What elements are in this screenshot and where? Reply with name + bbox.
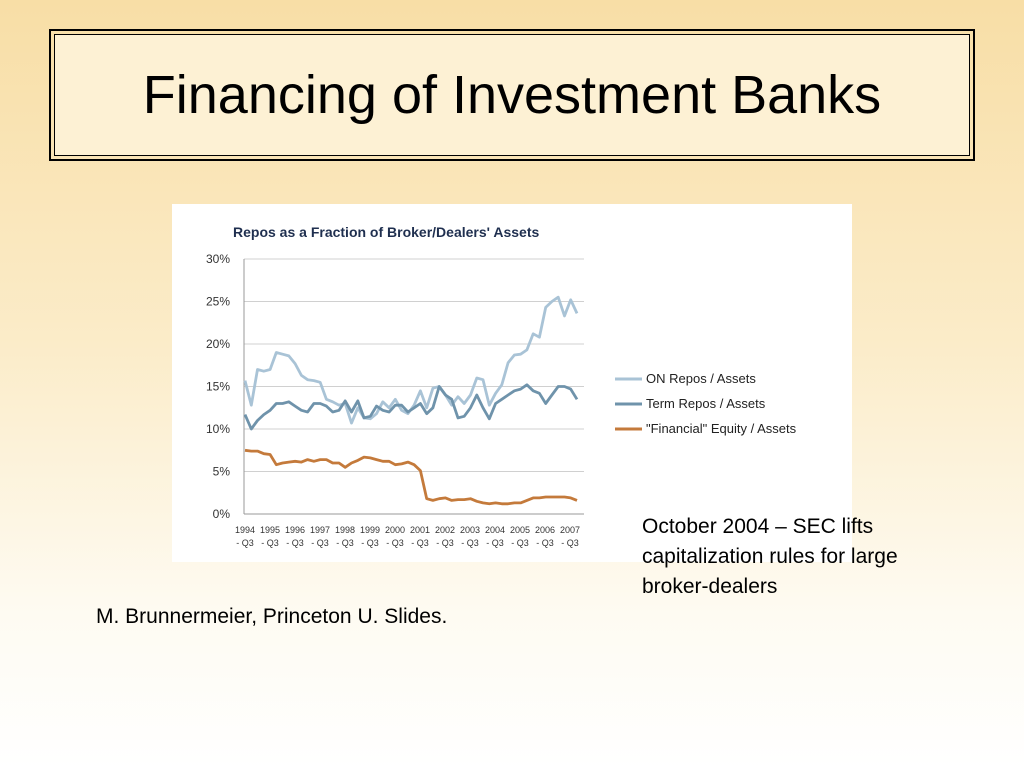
source-credit: M. Brunnermeier, Princeton U. Slides. [96, 605, 448, 628]
legend-label: ON Repos / Assets [646, 371, 756, 386]
x-tick-labels: 1994 - Q3 1995 - Q3 1996 - Q3 1997 - Q3 1998 - Q3… [235, 525, 580, 548]
x-tick-label: 2002 [435, 525, 455, 535]
x-tick-label: 2005 [510, 525, 530, 535]
x-tick-label: - Q3 [486, 538, 504, 548]
x-tick-label: 1999 [360, 525, 380, 535]
x-tick-label: - Q3 [561, 538, 579, 548]
annotation-line: October 2004 – SEC lifts [642, 515, 874, 538]
series-line [244, 448, 578, 506]
x-tick-label: - Q3 [386, 538, 404, 548]
x-tick-label: 1997 [310, 525, 330, 535]
title-box-inner: Financing of Investment Banks [54, 34, 970, 156]
x-tick-label: 2003 [460, 525, 480, 535]
annotation: October 2004 – SEC lifts capitalization … [642, 512, 982, 602]
y-tick-label: 10% [206, 422, 230, 436]
x-tick-label: - Q3 [311, 538, 329, 548]
x-tick-label: - Q3 [436, 538, 454, 548]
annotation-line: broker-dealers [642, 575, 778, 598]
x-tick-label: - Q3 [536, 538, 554, 548]
x-tick-label: - Q3 [336, 538, 354, 548]
x-tick-label: 2007 [560, 525, 580, 535]
y-tick-label: 5% [213, 465, 231, 479]
legend-label: Term Repos / Assets [646, 396, 766, 411]
y-tick-label: 25% [206, 295, 230, 309]
chart-title: Repos as a Fraction of Broker/Dealers' A… [233, 224, 539, 240]
title-box: Financing of Investment Banks [49, 29, 975, 161]
x-tick-label: - Q3 [361, 538, 379, 548]
gridlines [243, 258, 584, 515]
x-tick-label: - Q3 [261, 538, 279, 548]
x-tick-label: - Q3 [511, 538, 529, 548]
legend-label: "Financial" Equity / Assets [646, 421, 797, 436]
x-tick-label: 2006 [535, 525, 555, 535]
x-tick-label: - Q3 [286, 538, 304, 548]
line-chart: Repos as a Fraction of Broker/Dealers' A… [206, 224, 797, 548]
x-tick-label: - Q3 [411, 538, 429, 548]
y-tick-label: 0% [213, 507, 231, 521]
y-tick-label: 30% [206, 252, 230, 266]
y-tick-labels: 0% 5% 10% 15% 20% 25% 30% [206, 252, 230, 521]
x-tick-label: - Q3 [236, 538, 254, 548]
y-tick-label: 20% [206, 337, 230, 351]
x-tick-label: 2000 [385, 525, 405, 535]
annotation-line: capitalization rules for large [642, 545, 898, 568]
x-tick-label: 1996 [285, 525, 305, 535]
x-tick-label: - Q3 [461, 538, 479, 548]
legend: ON Repos / Assets Term Repos / Assets "Fin… [615, 371, 797, 436]
x-tick-label: 2001 [410, 525, 430, 535]
series-line [243, 383, 579, 431]
x-tick-label: 1994 [235, 525, 255, 535]
slide-title: Financing of Investment Banks [142, 65, 882, 125]
x-tick-label: 1998 [335, 525, 355, 535]
x-tick-label: 2004 [485, 525, 505, 535]
chart-panel: Repos as a Fraction of Broker/Dealers' A… [172, 204, 852, 562]
x-tick-label: 1995 [260, 525, 280, 535]
series-lines [243, 295, 579, 506]
y-tick-label: 15% [206, 380, 230, 394]
